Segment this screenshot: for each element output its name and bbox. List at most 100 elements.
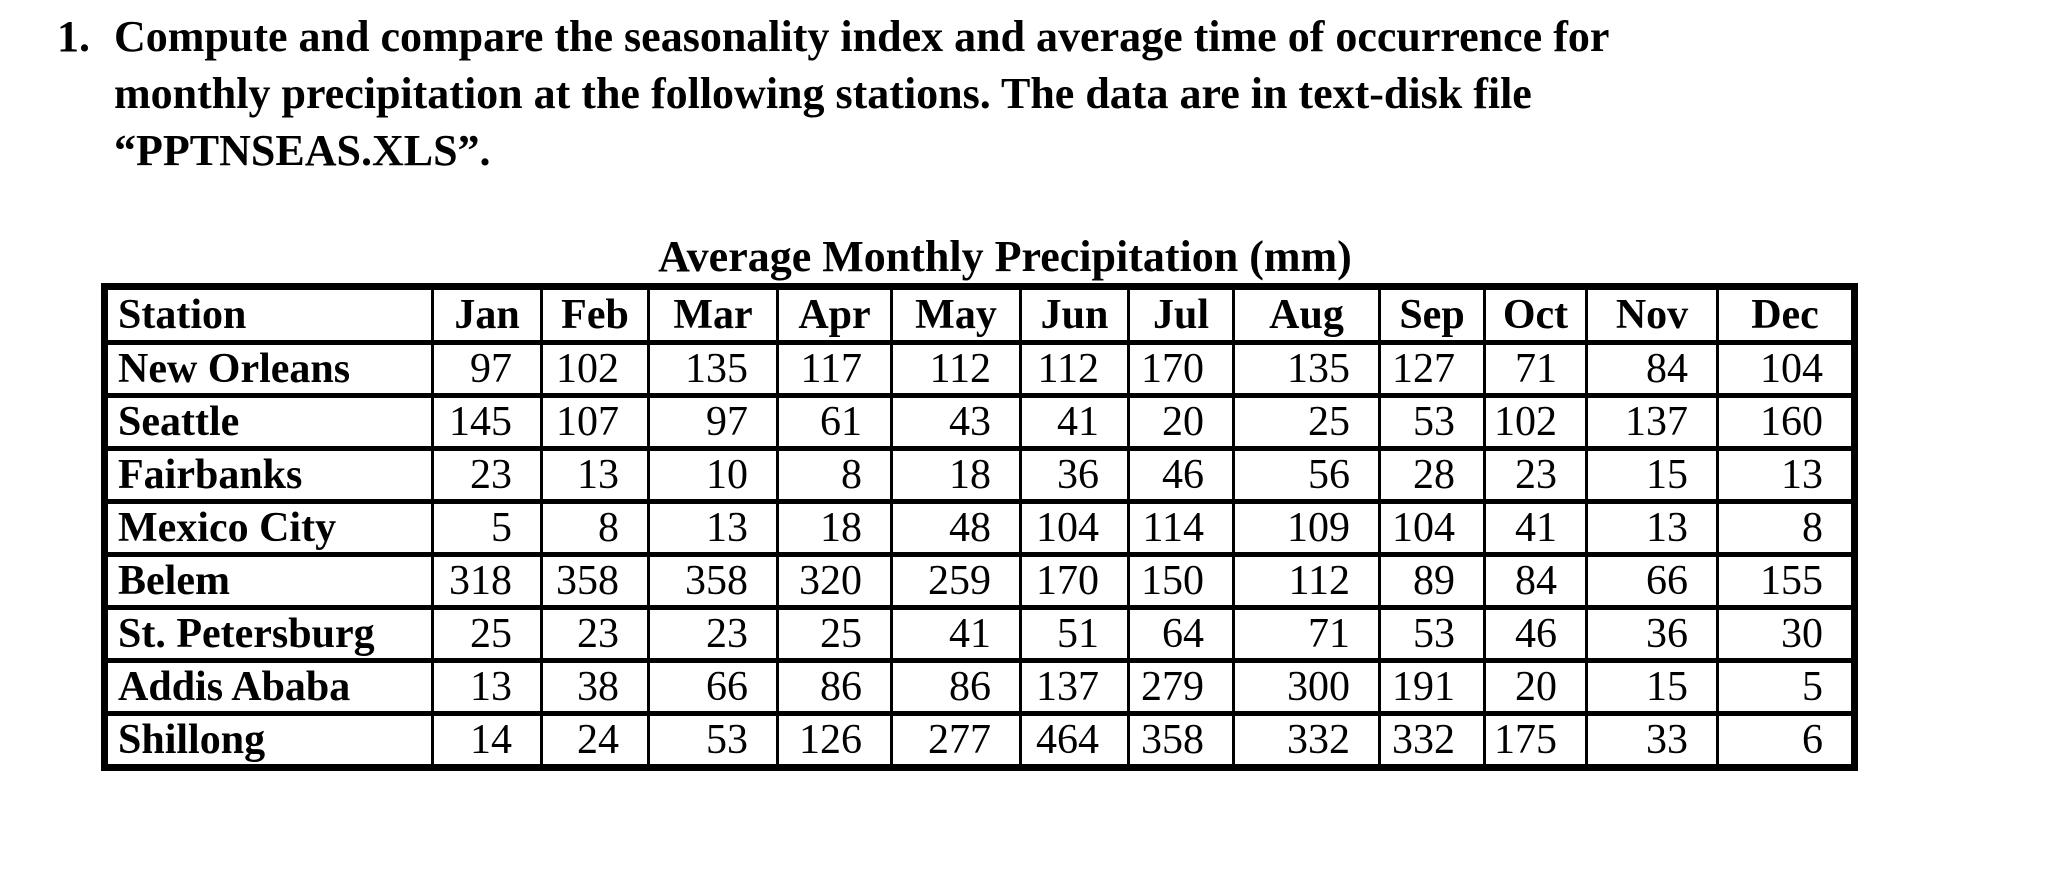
- value-cell: 28: [1378, 446, 1486, 504]
- value-cell: 18: [776, 499, 893, 557]
- station-cell: Belem: [103, 552, 434, 610]
- value-cell: 15: [1585, 446, 1719, 504]
- table-title: Average Monthly Precipitation (mm): [658, 232, 1352, 281]
- value-cell: 71: [1483, 340, 1588, 398]
- value-cell: 13: [540, 446, 650, 504]
- value-cell: 135: [647, 340, 779, 398]
- value-cell: 332: [1378, 711, 1486, 770]
- value-cell: 259: [890, 552, 1022, 610]
- value-cell: 170: [1019, 552, 1130, 610]
- value-cell: 25: [776, 605, 893, 663]
- value-cell: 84: [1483, 552, 1588, 610]
- value-cell: 320: [776, 552, 893, 610]
- value-cell: 117: [776, 340, 893, 398]
- value-cell: 170: [1127, 340, 1235, 398]
- value-cell: 126: [776, 711, 893, 770]
- table-body: New Orleans 97 102 135 117 112 112 170 135 127 71 8…: [103, 340, 1856, 770]
- value-cell: 155: [1716, 552, 1856, 610]
- value-cell: 135: [1232, 340, 1381, 398]
- problem-number: 1.: [57, 12, 90, 61]
- station-cell: Mexico City: [103, 499, 434, 557]
- value-cell: 277: [890, 711, 1022, 770]
- station-column-header: Station: [103, 284, 434, 345]
- month-header: Oct: [1483, 284, 1588, 345]
- value-cell: 318: [431, 552, 543, 610]
- table-row: New Orleans 97 102 135 117 112 112 170 135 127 71 8…: [103, 340, 1856, 398]
- value-cell: 18: [890, 446, 1022, 504]
- station-cell: Fairbanks: [103, 446, 434, 504]
- value-cell: 51: [1019, 605, 1130, 663]
- problem-text-line-1: Compute and compare the seasonality inde…: [114, 12, 1610, 61]
- table-row: St. Petersburg 25 23 23 25 41 51 64 71 53 46 36 30: [103, 605, 1856, 663]
- value-cell: 23: [540, 605, 650, 663]
- value-cell: 84: [1585, 340, 1719, 398]
- value-cell: 358: [1127, 711, 1235, 770]
- value-cell: 13: [431, 658, 543, 716]
- header-row: Station Jan Feb Mar Apr May Jun Jul Aug Sep Oct No…: [103, 284, 1856, 345]
- value-cell: 46: [1483, 605, 1588, 663]
- station-cell: Addis Ababa: [103, 658, 434, 716]
- value-cell: 127: [1378, 340, 1486, 398]
- table-row: Shillong 14 24 53 126 277 464 358 332 332 175 33 6: [103, 711, 1856, 770]
- value-cell: 145: [431, 393, 543, 451]
- value-cell: 86: [776, 658, 893, 716]
- value-cell: 279: [1127, 658, 1235, 716]
- value-cell: 46: [1127, 446, 1235, 504]
- value-cell: 175: [1483, 711, 1588, 770]
- value-cell: 25: [1232, 393, 1381, 451]
- value-cell: 102: [1483, 393, 1588, 451]
- value-cell: 56: [1232, 446, 1381, 504]
- value-cell: 358: [540, 552, 650, 610]
- value-cell: 61: [776, 393, 893, 451]
- value-cell: 464: [1019, 711, 1130, 770]
- month-header: Feb: [540, 284, 650, 345]
- value-cell: 20: [1483, 658, 1588, 716]
- value-cell: 114: [1127, 499, 1235, 557]
- month-header: Apr: [776, 284, 893, 345]
- value-cell: 36: [1585, 605, 1719, 663]
- value-cell: 6: [1716, 711, 1856, 770]
- month-header: Aug: [1232, 284, 1381, 345]
- value-cell: 107: [540, 393, 650, 451]
- value-cell: 15: [1585, 658, 1719, 716]
- value-cell: 191: [1378, 658, 1486, 716]
- value-cell: 104: [1019, 499, 1130, 557]
- month-header: Nov: [1585, 284, 1719, 345]
- table-row: Mexico City 5 8 13 18 48 104 114 109 104 41 13 8: [103, 499, 1856, 557]
- value-cell: 13: [647, 499, 779, 557]
- value-cell: 53: [1378, 393, 1486, 451]
- value-cell: 160: [1716, 393, 1856, 451]
- value-cell: 53: [1378, 605, 1486, 663]
- value-cell: 5: [1716, 658, 1856, 716]
- value-cell: 41: [890, 605, 1022, 663]
- month-header: Jul: [1127, 284, 1235, 345]
- month-header: Sep: [1378, 284, 1486, 345]
- value-cell: 13: [1716, 446, 1856, 504]
- value-cell: 97: [647, 393, 779, 451]
- value-cell: 104: [1378, 499, 1486, 557]
- value-cell: 66: [647, 658, 779, 716]
- value-cell: 112: [1232, 552, 1381, 610]
- value-cell: 89: [1378, 552, 1486, 610]
- value-cell: 64: [1127, 605, 1235, 663]
- station-cell: Shillong: [103, 711, 434, 770]
- value-cell: 14: [431, 711, 543, 770]
- value-cell: 8: [540, 499, 650, 557]
- value-cell: 23: [1483, 446, 1588, 504]
- value-cell: 25: [431, 605, 543, 663]
- value-cell: 41: [1483, 499, 1588, 557]
- problem-text: Compute and compare the seasonality inde…: [114, 8, 1609, 179]
- value-cell: 71: [1232, 605, 1381, 663]
- table-row: Fairbanks 23 13 10 8 18 36 46 56 28 23 15 13: [103, 446, 1856, 504]
- value-cell: 10: [647, 446, 779, 504]
- value-cell: 8: [1716, 499, 1856, 557]
- value-cell: 112: [1019, 340, 1130, 398]
- month-header: Jun: [1019, 284, 1130, 345]
- value-cell: 102: [540, 340, 650, 398]
- month-header: May: [890, 284, 1022, 345]
- value-cell: 24: [540, 711, 650, 770]
- value-cell: 38: [540, 658, 650, 716]
- value-cell: 33: [1585, 711, 1719, 770]
- value-cell: 23: [647, 605, 779, 663]
